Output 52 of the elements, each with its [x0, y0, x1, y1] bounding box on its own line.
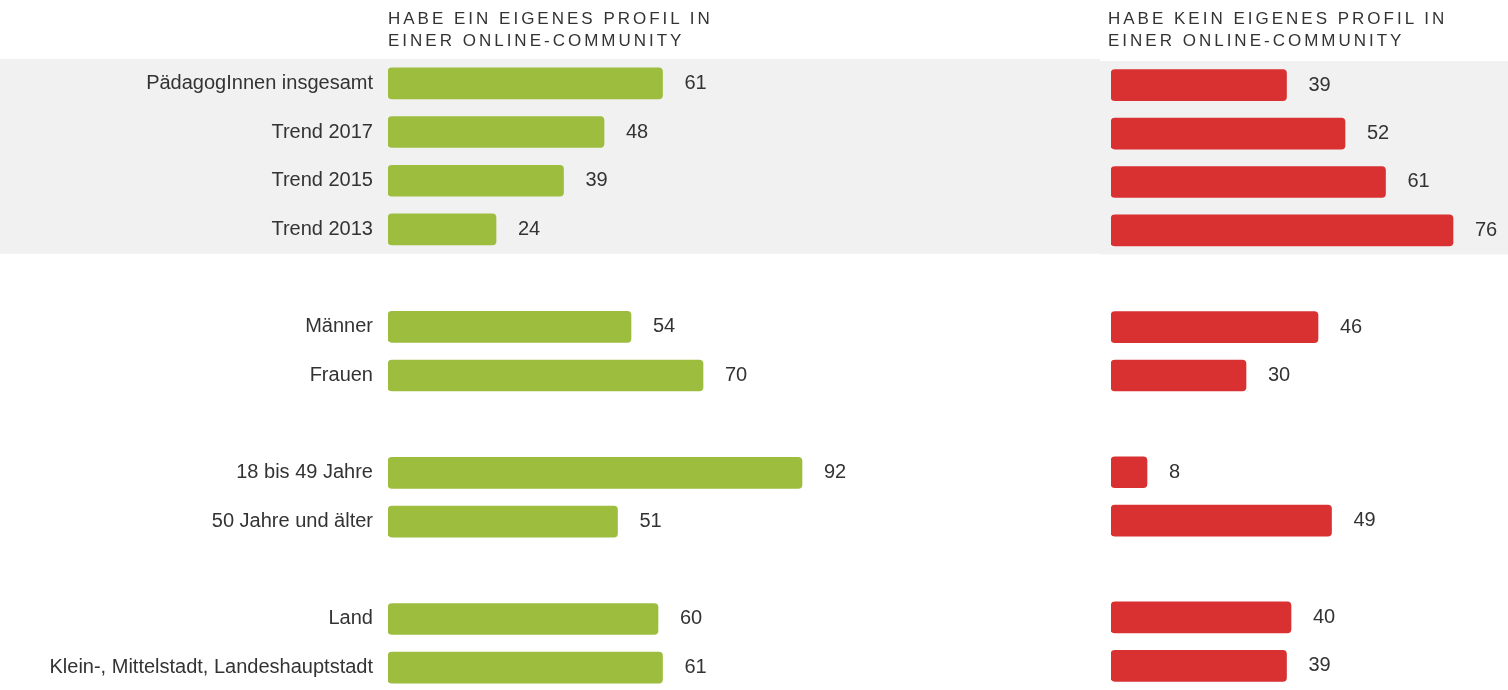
bar: [1111, 504, 1332, 537]
bar: [388, 457, 803, 489]
data-label: 40: [1313, 604, 1336, 627]
y-tick-label: Land: [328, 606, 373, 629]
bar: [1111, 117, 1346, 150]
data-label: 61: [1407, 169, 1430, 192]
bar: [1111, 69, 1287, 102]
chart-title: HABE EIN EIGENES PROFIL IN EINER ONLINE-COMMUNITY: [388, 8, 714, 52]
y-tick-label: Klein-, Mittelstadt, Landeshauptstadt: [49, 655, 374, 678]
bar: [388, 359, 704, 392]
y-tick-label: Frauen: [309, 363, 373, 386]
bar: [388, 310, 632, 343]
y-tick-label: PädagogInnen insgesamt: [146, 70, 374, 93]
data-label: 61: [684, 70, 707, 93]
bar: [388, 67, 663, 100]
y-tick-label: Trend 2015: [271, 168, 373, 191]
y-tick-label: Trend 2017: [271, 119, 373, 142]
data-label: 92: [824, 460, 847, 483]
chart-title: HABE KEIN EIGENES PROFIL IN EINER ONLINE-COMMUNITY: [1108, 8, 1449, 52]
y-tick-label: Männer: [305, 314, 374, 337]
data-label: 39: [585, 168, 608, 191]
bar: [388, 603, 659, 635]
y-tick-label: Trend 2013: [271, 216, 373, 239]
data-label: 49: [1353, 508, 1376, 531]
bar: [1111, 166, 1386, 198]
data-label: 8: [1169, 459, 1181, 482]
data-label: 39: [1308, 72, 1331, 95]
data-label: 76: [1475, 217, 1498, 240]
bar: [1111, 456, 1148, 489]
data-label: 46: [1340, 314, 1363, 337]
bar: [388, 213, 497, 246]
data-label: 39: [1308, 653, 1331, 676]
data-label: 54: [653, 314, 676, 337]
data-label: 70: [725, 363, 748, 386]
data-label: 60: [680, 606, 703, 629]
data-label: 52: [1367, 121, 1390, 144]
bar: [1111, 214, 1454, 247]
data-label: 24: [518, 216, 541, 239]
y-tick-label: 50 Jahre und älter: [211, 509, 374, 532]
data-label: 51: [639, 509, 662, 532]
data-label: 30: [1268, 363, 1291, 386]
bar: [388, 116, 605, 148]
y-tick-label: 18 bis 49 Jahre: [236, 460, 373, 483]
bar: [1111, 649, 1287, 682]
bar: [1111, 601, 1292, 634]
bar: [1111, 359, 1247, 392]
data-label: 48: [626, 119, 649, 142]
bar: [1111, 311, 1319, 343]
bar: [388, 505, 618, 538]
bar: [388, 164, 564, 197]
data-label: 61: [684, 655, 707, 678]
bar: [388, 651, 663, 684]
